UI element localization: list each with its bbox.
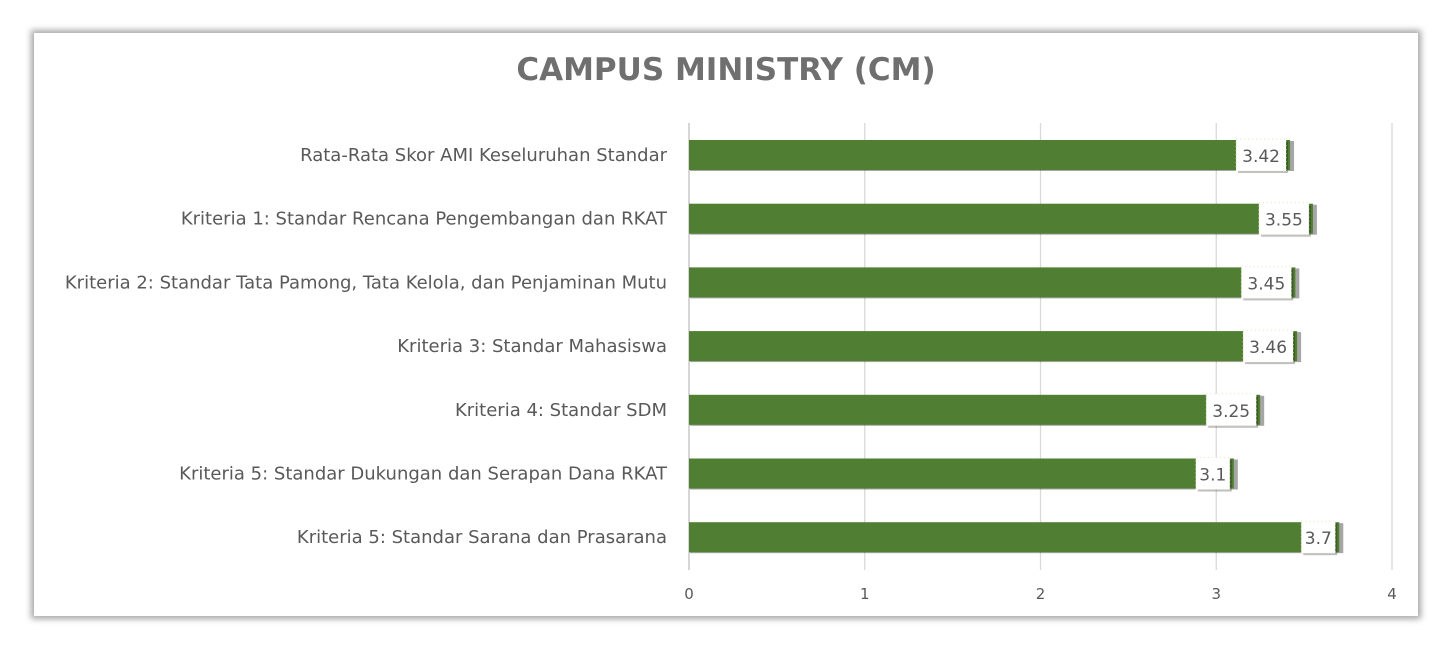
category-label: Kriteria 3: Standar Mahasiswa [397,336,667,357]
category-label: Kriteria 2: Standar Tata Pamong, Tata Ke… [65,272,667,293]
chart-frame [34,33,1418,616]
bar [689,203,1313,234]
bar [689,267,1296,298]
data-label: 3.45 [1247,274,1285,294]
data-label: 3.46 [1249,338,1287,358]
data-label-box [1235,138,1287,172]
bar [689,458,1234,489]
data-label-box [1300,520,1336,554]
category-label: Kriteria 5: Standar Sarana dan Prasarana [297,527,667,548]
category-label: Kriteria 4: Standar SDM [455,400,667,421]
x-tick-label: 2 [1036,585,1046,603]
data-label: 3.1 [1199,466,1226,486]
category-label: Kriteria 1: Standar Rencana Pengembangan… [181,209,668,230]
data-label-box [1195,457,1231,490]
bar [689,140,1291,170]
data-label: 3.25 [1212,402,1250,422]
x-tick-label: 1 [860,585,870,603]
data-label-box [1240,265,1292,299]
bar [689,522,1340,553]
x-tick-label: 3 [1211,585,1221,603]
chart-title: CAMPUS MINISTRY (CM) [516,52,936,88]
data-label: 3.7 [1305,529,1332,549]
x-tick-label: 0 [684,585,694,603]
bar [689,331,1298,362]
x-tick-label: 4 [1387,585,1397,603]
category-label: Rata-Rata Skor AMI Keseluruhan Standar [300,145,667,166]
category-label: Kriteria 5: Standar Dukungan dan Serapan… [179,464,668,485]
data-label: 3.42 [1242,147,1280,167]
bar [689,394,1261,425]
data-label: 3.55 [1265,211,1303,231]
data-label-box [1242,329,1294,363]
data-label-box [1258,202,1310,236]
data-label-box [1205,393,1257,427]
